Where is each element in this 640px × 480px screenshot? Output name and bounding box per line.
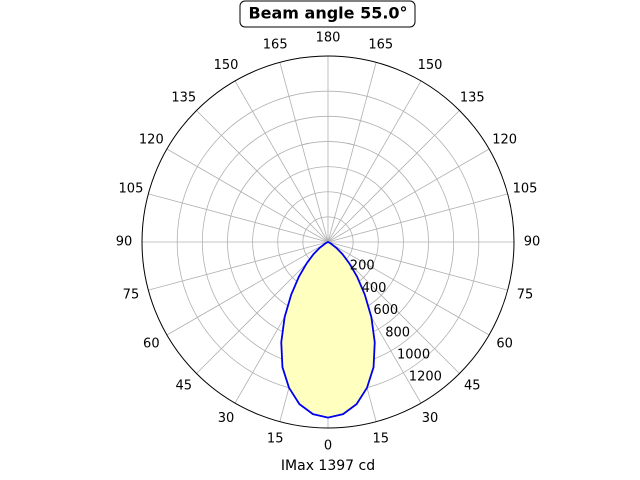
theta-tick-label: 105	[119, 182, 144, 197]
theta-tick-label: 75	[123, 287, 140, 302]
grid-spoke	[279, 62, 329, 243]
grid-spoke	[327, 193, 508, 243]
theta-tick-label: 45	[175, 379, 192, 394]
theta-tick-label: 120	[139, 133, 164, 148]
area	[281, 242, 375, 418]
theta-tick-label: 30	[218, 411, 235, 426]
theta-tick-label: 45	[464, 379, 481, 394]
theta-tick-label: 105	[513, 182, 538, 197]
r-tick-label: 600	[373, 303, 398, 318]
theta-tick-label: 120	[492, 133, 517, 148]
theta-tick-label: 150	[418, 58, 443, 73]
grid-spoke	[327, 241, 490, 336]
x-axis-label: IMax 1397 cd	[281, 458, 375, 474]
theta-tick-label: 90	[116, 235, 133, 250]
theta-tick-label: 0	[324, 439, 332, 454]
theta-tick-label: 165	[368, 37, 393, 52]
grid-spoke	[327, 148, 490, 243]
theta-tick-label: 60	[496, 337, 513, 352]
title-box	[239, 0, 416, 28]
r-tick-label: 200	[350, 259, 375, 274]
grid-spoke	[166, 241, 329, 336]
chart-title: Beam angle 55.0°	[248, 4, 407, 23]
r-tick-label: 1000	[397, 347, 430, 362]
r-tick-label: 400	[362, 281, 387, 296]
theta-tick-label: 150	[214, 58, 239, 73]
grid-spoke	[196, 110, 329, 243]
grid-spoke	[327, 110, 460, 243]
theta-tick-label: 15	[267, 432, 284, 447]
grid-spoke	[327, 241, 508, 291]
outer-frame	[141, 55, 515, 429]
theta-tick-label: 75	[517, 287, 534, 302]
grid-spoke	[166, 148, 329, 243]
theta-tick-label: 60	[143, 337, 160, 352]
r-tick-label: 1200	[409, 370, 442, 385]
theta-tick-label: 165	[263, 37, 288, 52]
grid-spoke	[327, 80, 422, 243]
grid-spoke	[327, 62, 377, 243]
grid-spoke	[148, 241, 329, 291]
theta-tick-label: 15	[373, 432, 390, 447]
theta-tick-label: 180	[316, 31, 341, 46]
theta-tick-label: 90	[524, 235, 541, 250]
grid-spoke	[148, 193, 329, 243]
theta-tick-label: 135	[171, 90, 196, 105]
theta-tick-label: 135	[460, 90, 485, 105]
theta-tick-label: 30	[422, 411, 439, 426]
line	[280, 241, 376, 419]
grid-spoke	[234, 80, 329, 243]
r-tick-label: 800	[385, 325, 410, 340]
